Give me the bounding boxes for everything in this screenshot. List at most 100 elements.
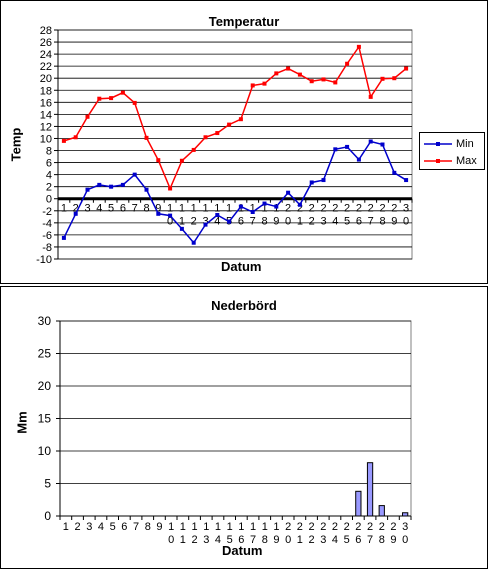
data-point-max-6	[120, 90, 125, 95]
temperature-x-tick-label-14: 15	[226, 203, 232, 228]
data-point-max-29	[392, 76, 397, 81]
data-point-max-20	[286, 66, 291, 71]
data-point-max-11	[179, 158, 184, 163]
temperature-x-tick-label-3: 4	[96, 203, 102, 215]
data-point-max-12	[191, 147, 196, 152]
data-point-max-13	[203, 135, 208, 140]
temperature-y-tick-label: -2	[42, 206, 52, 218]
precipitation-chart-panel: Nederbörd Mm Datum 0 5 10 15 20 25 30 1 2 3 4 5 6 7 8 9…	[0, 286, 488, 569]
temperature-y-tick-label: 10	[40, 133, 52, 145]
precipitation-x-tick-label-7: 8	[145, 521, 151, 533]
data-point-max-25	[345, 61, 350, 66]
temperature-y-tick-label: -8	[42, 242, 52, 254]
temperature-y-tick-label: 20	[40, 73, 52, 85]
data-point-min-14	[215, 213, 220, 218]
temperature-x-tick-label-7: 8	[143, 203, 149, 215]
precipitation-bar-27	[366, 462, 374, 517]
data-point-max-17	[250, 83, 255, 88]
data-point-max-15	[227, 122, 232, 127]
data-point-max-27	[368, 94, 373, 99]
temperature-chart-panel: Temperatur Temp Datum -10 -8 -6 -4 -2 0 2 4 6 8 10…	[0, 0, 488, 284]
temperature-y-tick-label: 8	[46, 146, 52, 158]
data-point-max-21	[297, 72, 302, 77]
data-point-max-22	[309, 79, 314, 84]
data-point-min-5	[109, 184, 114, 189]
precipitation-y-tick-label: 20	[38, 379, 52, 393]
data-point-min-20	[286, 190, 291, 195]
precipitation-x-tick-label-8: 9	[156, 521, 162, 533]
temperature-y-tick-label: 0	[46, 194, 52, 206]
data-point-max-4	[97, 96, 102, 101]
data-point-min-17	[250, 209, 255, 214]
data-point-max-24	[333, 80, 338, 85]
temperature-x-tick-label-8: 9	[155, 203, 161, 215]
precipitation-chart-title: Nederbörd	[211, 298, 277, 313]
data-point-min-22	[309, 180, 314, 185]
data-point-min-13	[203, 222, 208, 227]
temperature-x-tick-label-4: 5	[108, 203, 114, 215]
precipitation-y-tick-label: 15	[38, 412, 52, 426]
temperature-y-tick-label: 12	[40, 121, 52, 133]
legend-swatch-max	[424, 159, 452, 163]
temperature-y-tick-label: -4	[42, 218, 52, 230]
data-point-max-1	[61, 138, 66, 143]
data-point-min-26	[356, 157, 361, 162]
precipitation-y-tick-label: 30	[38, 314, 52, 328]
data-point-max-16	[238, 117, 243, 122]
temperature-x-axis-title: Datum	[221, 259, 262, 274]
legend-item-min: Min	[420, 137, 484, 151]
precipitation-bar-28	[378, 505, 385, 517]
temperature-y-tick-label: 4	[46, 170, 52, 182]
data-point-min-3	[85, 187, 90, 192]
temperature-y-tick-label: 6	[46, 158, 52, 170]
temperature-y-tick-label: 22	[40, 61, 52, 73]
data-point-min-10	[168, 213, 173, 218]
data-point-max-28	[380, 76, 385, 81]
precipitation-x-axis-title: Datum	[222, 543, 263, 558]
precipitation-y-tick-label: 10	[38, 444, 52, 458]
temperature-y-tick-label: -10	[36, 254, 52, 266]
precipitation-y-tick-label: 5	[44, 477, 51, 491]
precipitation-y-tick-label: 0	[44, 509, 51, 523]
legend-swatch-min	[424, 142, 452, 146]
data-point-max-2	[73, 135, 78, 140]
data-point-min-25	[345, 144, 350, 149]
legend-label-max: Max	[456, 155, 477, 167]
temperature-chart-title: Temperatur	[208, 14, 280, 29]
temperature-x-tick-label-5: 6	[120, 203, 126, 215]
data-point-min-28	[380, 142, 385, 147]
precipitation-x-tick-label-2: 3	[86, 521, 92, 533]
data-point-min-9	[156, 211, 161, 216]
precipitation-x-tick-label-4: 5	[110, 521, 116, 533]
data-point-max-19	[274, 71, 279, 76]
